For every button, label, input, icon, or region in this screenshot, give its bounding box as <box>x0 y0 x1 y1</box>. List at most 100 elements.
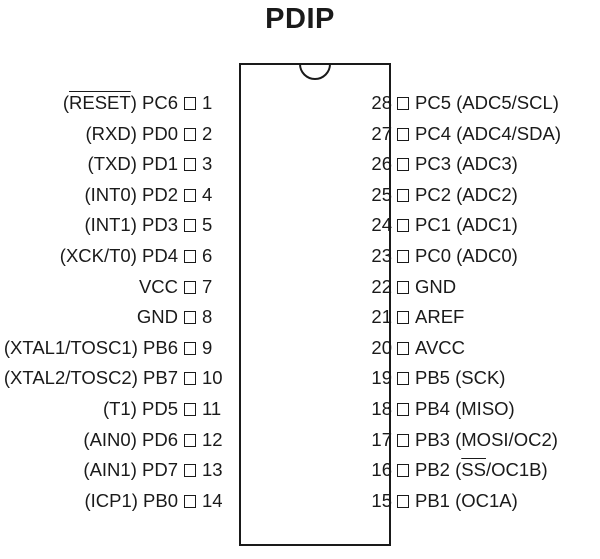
pin-row-19: 19 PB5 (SCK) <box>368 366 505 390</box>
pin-number: 19 <box>371 367 392 389</box>
signal-text: VCC <box>138 275 178 297</box>
pin-signal-label: PB5 (SCK) <box>415 366 505 390</box>
pin-signal-label: VCC <box>139 275 178 299</box>
pin-signal-label: (AIN1) PD7 <box>83 458 178 482</box>
signal-text: /OC1B) <box>485 459 548 481</box>
pin-signal-label: PC3 (ADC3) <box>415 152 518 176</box>
pin-signal-label: PB3 (MOSI/OC2) <box>415 428 558 452</box>
pin-number: 20 <box>371 336 392 358</box>
pin-signal-label: PB1 (OC1A) <box>415 489 518 513</box>
pin-number: 5 <box>202 214 213 236</box>
pin-number: 13 <box>202 459 223 481</box>
pin-row-7: VCC 7 <box>139 275 224 299</box>
pin-lead-box <box>397 311 409 325</box>
pin-lead-box <box>397 280 409 294</box>
pin-lead-box <box>184 127 196 141</box>
pin-number: 28 <box>371 92 392 113</box>
signal-text: PB5 (SCK) <box>415 367 506 389</box>
pin-signal-label: PC5 (ADC5/SCL) <box>415 91 559 115</box>
pin-signal-label: PB4 (MISO) <box>415 397 515 421</box>
pin-row-23: 23 PC0 (ADC0) <box>368 244 518 268</box>
pin-signal-label: AVCC <box>415 336 465 360</box>
signal-text: (XCK/T0) PD4 <box>59 245 178 266</box>
signal-text: (T1) PD5 <box>102 398 178 419</box>
pin-lead-box <box>184 494 196 508</box>
signal-text: AREF <box>415 306 465 328</box>
pin-number: 17 <box>371 428 392 450</box>
pin-lead-box <box>184 311 196 325</box>
signal-text: (RXD) PD0 <box>85 122 178 144</box>
pin-number: 12 <box>202 428 223 450</box>
pin-row-18: 18 PB4 (MISO) <box>368 397 515 421</box>
pin-row-2: (RXD) PD0 2 <box>85 122 224 146</box>
signal-text: PC1 (ADC1) <box>415 214 518 236</box>
pin-row-13: (AIN1) PD7 13 <box>83 458 224 482</box>
pin-lead-box <box>184 97 196 110</box>
pin-lead-box <box>397 219 409 233</box>
pin-lead-box <box>397 433 409 447</box>
pin-number: 26 <box>371 153 392 175</box>
pin-row-26: 26 PC3 (ADC3) <box>368 152 518 176</box>
signal-text: GND <box>415 275 457 297</box>
pin-lead-box <box>397 188 409 202</box>
signal-text: (XTAL1/TOSC1) PB6 <box>3 336 178 358</box>
pin-number: 9 <box>202 336 213 358</box>
signal-text: GND <box>136 306 178 328</box>
pin-signal-label: (AIN0) PD6 <box>83 428 178 452</box>
signal-text: (TXD) PD1 <box>87 153 178 175</box>
pin-lead-box <box>184 188 196 202</box>
pin-row-5: (INT1) PD3 5 <box>84 213 224 237</box>
pin-row-28: 28 PC5 (ADC5/SCL) <box>368 91 559 115</box>
signal-text: PC4 (ADC4/SDA) <box>415 122 561 144</box>
pin-number: 23 <box>371 245 392 266</box>
pin-number: 24 <box>371 214 392 236</box>
pin-number: 1 <box>202 92 213 113</box>
signal-text: ) PC6 <box>130 92 178 113</box>
pin-number: 8 <box>202 306 213 328</box>
signal-text: PC2 (ADC2) <box>415 183 518 205</box>
pin-lead-box <box>184 403 196 416</box>
pin-number: 14 <box>202 489 223 511</box>
pin-row-21: 21 AREF <box>368 305 464 329</box>
pin-lead-box <box>397 494 409 508</box>
pin-signal-label: (XCK/T0) PD4 <box>60 244 178 268</box>
active-low-signal: RESET <box>69 92 131 113</box>
pin-number: 4 <box>202 183 213 205</box>
pin-number: 6 <box>202 245 213 266</box>
pin-row-11: (T1) PD5 11 <box>103 397 224 421</box>
pin-row-25: 25 PC2 (ADC2) <box>368 183 518 207</box>
pin-row-17: 17 PB3 (MOSI/OC2) <box>368 428 558 452</box>
pin-row-6: (XCK/T0) PD4 6 <box>60 244 224 268</box>
signal-text: ( <box>62 92 70 113</box>
signal-text: PC0 (ADC0) <box>415 245 518 266</box>
pin-row-12: (AIN0) PD6 12 <box>83 428 224 452</box>
pin-signal-label: PC2 (ADC2) <box>415 183 518 207</box>
pin-lead-box <box>397 127 409 141</box>
pin-row-14: (ICP1) PB0 14 <box>84 489 224 513</box>
signal-text: PB4 (MISO) <box>415 398 515 419</box>
pin-number: 7 <box>202 275 213 297</box>
pin-signal-label: (INT0) PD2 <box>84 183 178 207</box>
pin-lead-box <box>184 464 196 478</box>
signal-text: (XTAL2/TOSC2) PB7 <box>3 367 178 389</box>
orientation-notch <box>299 63 331 80</box>
pin-signal-label: (XTAL1/TOSC1) PB6 <box>4 336 178 360</box>
pin-signal-label: AREF <box>415 305 464 329</box>
pin-row-10: (XTAL2/TOSC2) PB7 10 <box>4 366 224 390</box>
signal-text: PB1 (OC1A) <box>415 489 518 511</box>
pin-signal-label: PB2 (SS/OC1B) <box>415 458 548 482</box>
package-title: PDIP <box>265 3 335 35</box>
pin-number: 15 <box>371 489 392 511</box>
pin-signal-label: GND <box>137 305 178 329</box>
pin-signal-label: PC1 (ADC1) <box>415 213 518 237</box>
pin-lead-box <box>397 403 409 416</box>
pin-signal-label: (T1) PD5 <box>103 397 178 421</box>
pin-number: 2 <box>202 122 213 144</box>
pin-lead-box <box>397 341 409 355</box>
pin-lead-box <box>397 464 409 478</box>
pin-number: 3 <box>202 153 213 175</box>
pin-signal-label: (RESET) PC6 <box>63 91 178 115</box>
pin-number: 22 <box>371 275 392 297</box>
pin-lead-box <box>397 250 409 263</box>
pin-signal-label: (RXD) PD0 <box>85 122 178 146</box>
